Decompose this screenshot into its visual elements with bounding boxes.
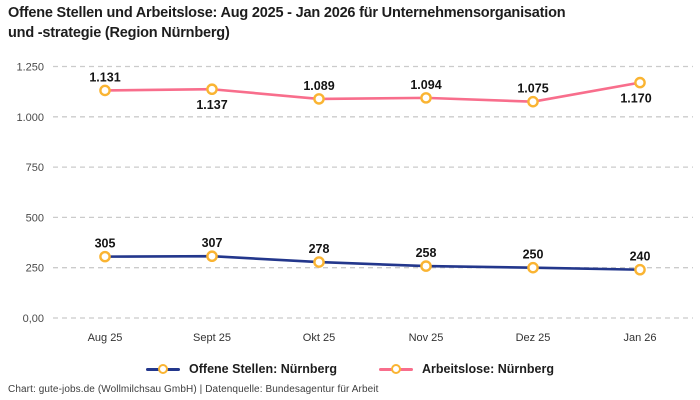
series-line (103, 81, 642, 104)
series-line (103, 254, 642, 272)
data-point-label: 1.075 (517, 82, 548, 96)
chart-title-line1: Offene Stellen und Arbeitslose: Aug 2025… (8, 5, 566, 21)
y-axis-tick-label: 750 (26, 162, 44, 174)
chart-title: Offene Stellen und Arbeitslose: Aug 2025… (8, 4, 684, 43)
y-axis-tick-label: 250 (26, 263, 44, 275)
data-point-marker[interactable] (420, 260, 432, 272)
data-point-label: 1.094 (410, 78, 441, 92)
data-point-marker[interactable] (313, 256, 325, 268)
y-axis-tick-label: 500 (26, 212, 44, 224)
data-point-marker[interactable] (527, 261, 539, 274)
x-axis-tick-label: Nov 25 (409, 332, 444, 344)
data-point-label: 240 (630, 250, 651, 264)
data-point-label: 250 (523, 248, 544, 262)
x-axis-tick-label: Jan 26 (623, 332, 656, 344)
legend-label-arbeitslose: Arbeitslose: Nürnberg (421, 362, 554, 376)
data-point-marker[interactable] (420, 92, 432, 104)
legend-item-offene-stellen[interactable]: Offene Stellen: Nürnberg (146, 362, 337, 376)
data-point-label: 258 (416, 246, 437, 260)
legend-label-offene-stellen: Offene Stellen: Nürnberg (189, 362, 337, 376)
data-point-marker[interactable] (634, 76, 646, 89)
y-axis-tick-label: 0,00 (23, 313, 44, 325)
data-point-marker[interactable] (313, 93, 325, 105)
data-point-label: 1.137 (196, 98, 227, 112)
data-point-label: 305 (95, 237, 116, 251)
y-axis-tick-label: 1.250 (16, 62, 44, 74)
data-point-marker[interactable] (206, 250, 218, 263)
data-point-label: 1.131 (89, 70, 120, 84)
chart-title-line2: und -strategie (Region Nürnberg) (8, 24, 230, 41)
attribution-footer: Chart: gute-jobs.de (Wollmilchsau GmbH) … (8, 384, 379, 395)
x-axis-tick-label: Okt 25 (303, 332, 335, 344)
legend: Offene Stellen: Nürnberg Arbeitslose: Nü… (0, 358, 700, 380)
data-point-marker[interactable] (99, 84, 111, 97)
data-point-marker[interactable] (527, 95, 539, 108)
data-point-marker[interactable] (206, 83, 218, 96)
data-point-label: 278 (309, 242, 330, 256)
data-point-marker[interactable] (99, 250, 111, 263)
legend-item-arbeitslose[interactable]: Arbeitslose: Nürnberg (378, 362, 554, 376)
data-point-label: 1.170 (620, 92, 651, 106)
y-axis-tick-label: 1.000 (16, 112, 44, 124)
data-point-label: 307 (202, 236, 223, 250)
legend-line-marker-icon (378, 363, 413, 376)
x-axis-tick-label: Aug 25 (88, 332, 123, 344)
data-point-marker[interactable] (634, 263, 646, 276)
data-point-label: 1.089 (303, 79, 334, 93)
x-axis-tick-label: Sept 25 (193, 332, 231, 344)
legend-line-marker-icon (146, 363, 181, 376)
x-axis-tick-label: Dez 25 (516, 332, 551, 344)
